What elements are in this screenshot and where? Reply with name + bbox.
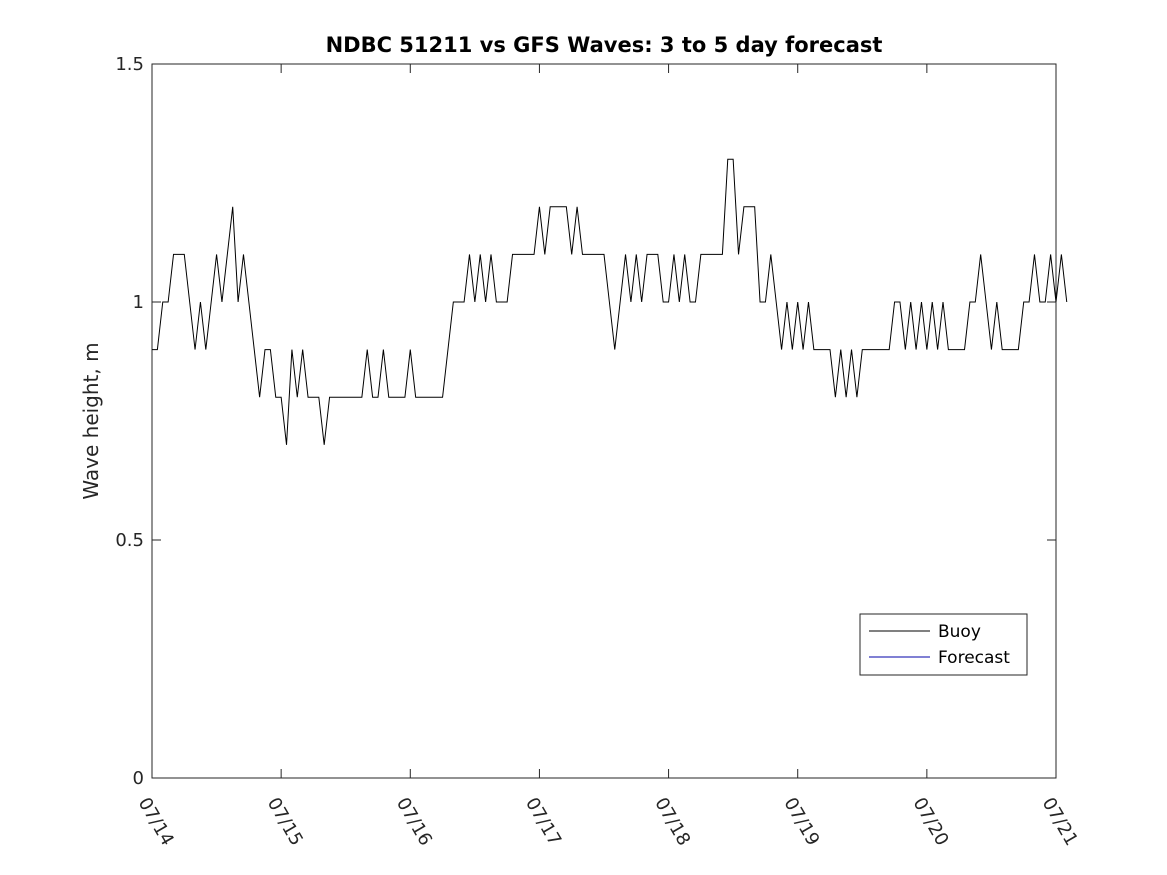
legend-label-buoy: Buoy (938, 622, 981, 642)
chart-title: NDBC 51211 vs GFS Waves: 3 to 5 day fore… (326, 33, 883, 57)
tick-marks (151, 63, 1057, 779)
x-tick-label: 07/18 (650, 794, 694, 849)
x-tick-label: 07/20 (909, 794, 953, 849)
y-tick-label: 1 (133, 292, 144, 313)
legend-box (859, 613, 1028, 676)
y-tick-label: 0 (133, 768, 144, 789)
series-line-buoy (152, 158, 1068, 445)
tick-labels: 07/14 07/15 07/16 07/17 07/18 07/19 07/20 07/21… (115, 54, 1081, 849)
x-tick-label: 07/21 (1038, 794, 1082, 849)
legend-label-forecast: Forecast (938, 648, 1010, 668)
x-tick-label: 07/16 (392, 794, 436, 849)
x-tick-label: 07/19 (779, 794, 823, 849)
y-tick-label: 1.5 (115, 54, 144, 75)
y-tick-label: 0.5 (115, 530, 144, 551)
x-tick-label: 07/14 (134, 794, 178, 849)
plot-area-frame (151, 63, 1057, 779)
series-lines (152, 158, 1068, 445)
x-tick-label: 07/17 (521, 794, 565, 849)
x-tick-label: 07/15 (263, 794, 307, 849)
y-axis-label: Wave height, m (79, 342, 103, 499)
legend: Buoy Forecast (859, 613, 1028, 676)
